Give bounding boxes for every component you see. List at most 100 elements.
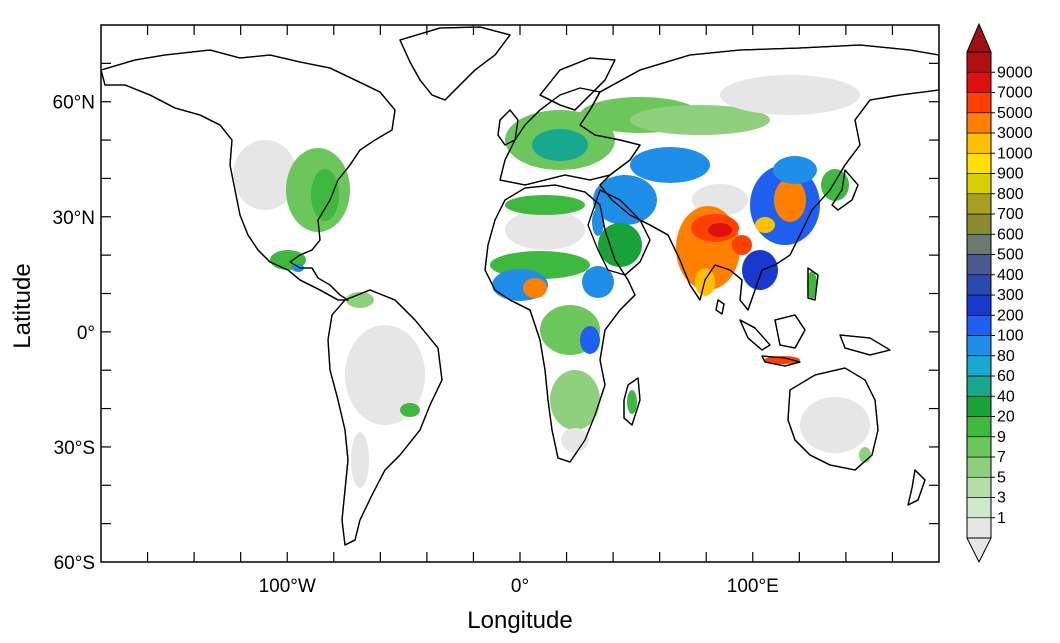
- field-north-china: [773, 156, 817, 184]
- colorbar-level-label: 80: [997, 348, 1015, 365]
- coastline-stroke: [831, 169, 859, 211]
- field-great-lakes: [580, 326, 600, 354]
- coastline-stroke: [774, 314, 806, 349]
- colorbar-level-label: 60: [997, 368, 1015, 385]
- colorbar-segment: [966, 213, 992, 235]
- field-argentina: [351, 432, 369, 488]
- colorbar-level-label: 600: [997, 226, 1024, 243]
- colorbar-segment: [966, 92, 992, 114]
- colorbar-level-label: 9: [997, 429, 1006, 446]
- field-indo-gangetic-peak: [708, 223, 732, 237]
- colorbar-segment: [966, 233, 992, 255]
- field-south-america-interior: [345, 325, 425, 425]
- colorbar-level-label: 3000: [997, 125, 1033, 142]
- field-southern-africa: [550, 370, 600, 430]
- coastline-stroke: [539, 57, 616, 111]
- y-tick-label: 30°S: [54, 438, 95, 459]
- x-axis-title: Longitude: [467, 607, 572, 634]
- data-field-layer: [233, 75, 871, 488]
- coastline-overlay: [101, 26, 939, 546]
- map-layer: [101, 26, 939, 546]
- coastline-stroke: [839, 334, 891, 356]
- field-sichuan: [755, 217, 775, 233]
- x-tick-label: 100°E: [727, 576, 779, 597]
- colorbar-level-label: 1: [997, 510, 1006, 527]
- y-tick-label: 0°: [77, 323, 95, 344]
- field-europe-core: [532, 129, 588, 161]
- colorbar-segment: [966, 416, 992, 438]
- colorbar-level-label: 900: [997, 166, 1024, 183]
- colorbar-under-arrow: [966, 537, 992, 564]
- colorbar-segment: [966, 294, 992, 316]
- coastline-stroke: [739, 319, 771, 351]
- y-axis-title: Latitude: [9, 263, 36, 348]
- coastline-stroke: [327, 289, 443, 546]
- colorbar-over-arrow: [966, 22, 992, 53]
- coastline-stroke: [484, 184, 636, 463]
- y-tick-label: 60°N: [53, 93, 95, 114]
- field-mainland-se-asia: [742, 250, 778, 290]
- colorbar-level-label: 500: [997, 247, 1024, 264]
- colorbar-segment: [966, 436, 992, 458]
- field-philippines: [807, 271, 817, 299]
- coastline-stroke: [497, 109, 519, 146]
- coastline-stroke: [787, 367, 879, 471]
- x-axis-ticks: 100°W 0° 100°E: [146, 25, 894, 597]
- coastline-stroke: [907, 469, 926, 506]
- field-south-america-north: [346, 292, 374, 308]
- coastline-stroke: [623, 377, 641, 426]
- field-north-africa-coast: [505, 195, 585, 215]
- coastline-stroke: [761, 355, 801, 367]
- field-ethiopia: [582, 266, 614, 298]
- colorbar-segment: [966, 375, 992, 397]
- field-nile: [592, 208, 604, 236]
- colorbar-segment: [966, 395, 992, 417]
- colorbar-segment: [966, 274, 992, 296]
- field-central-asia: [630, 147, 710, 183]
- field-sahara: [505, 210, 585, 250]
- colorbar-level-label: 7000: [997, 85, 1033, 102]
- field-south-africa: [561, 428, 589, 452]
- field-madagascar: [627, 390, 637, 414]
- colorbar-level-label: 5: [997, 469, 1006, 486]
- colorbar-segment: [966, 193, 992, 215]
- colorbar-level-label: 100: [997, 328, 1024, 345]
- coastline-stroke: [715, 299, 725, 315]
- colorbar-segment: [966, 71, 992, 93]
- coastline-stroke: [579, 44, 939, 311]
- field-arabia: [598, 223, 642, 267]
- colorbar: 1 3 5 7 9 20 40 60 80 100 200 300 400 500 600 700 800 900…: [966, 22, 1033, 564]
- field-australia: [800, 397, 870, 453]
- colorbar-level-label: 400: [997, 267, 1024, 284]
- colorbar-segment: [966, 355, 992, 377]
- colorbar-segment: [966, 51, 992, 73]
- colorbar-segment: [966, 112, 992, 134]
- colorbar-level-label: 1000: [997, 145, 1033, 162]
- coastline-stroke: [587, 189, 651, 276]
- colorbar-level-label: 40: [997, 388, 1015, 405]
- colorbar-level-label: 3: [997, 490, 1006, 507]
- field-brazil-coast: [400, 403, 420, 417]
- field-mexico-city: [292, 264, 304, 272]
- field-bangladesh: [732, 235, 752, 255]
- field-java: [764, 356, 800, 364]
- field-nigeria: [523, 278, 547, 298]
- field-eastern-us-core: [311, 169, 339, 221]
- colorbar-segment: [966, 254, 992, 276]
- colorbar-level-label: 200: [997, 307, 1024, 324]
- field-siberia: [720, 75, 860, 115]
- colorbar-level-label: 20: [997, 409, 1015, 426]
- x-tick-label: 0°: [511, 576, 529, 597]
- coastline-stroke: [101, 49, 396, 301]
- field-middle-east: [593, 175, 657, 225]
- colorbar-segment: [966, 152, 992, 174]
- colorbar-segment: [966, 173, 992, 195]
- colorbar-segment: [966, 456, 992, 478]
- y-tick-label: 60°S: [54, 553, 95, 574]
- colorbar-segment: [966, 497, 992, 519]
- y-axis-ticks: 60°N 30°N 0° 30°S 60°S: [53, 62, 939, 574]
- colorbar-segment: [966, 132, 992, 154]
- colorbar-level-label: 300: [997, 287, 1024, 304]
